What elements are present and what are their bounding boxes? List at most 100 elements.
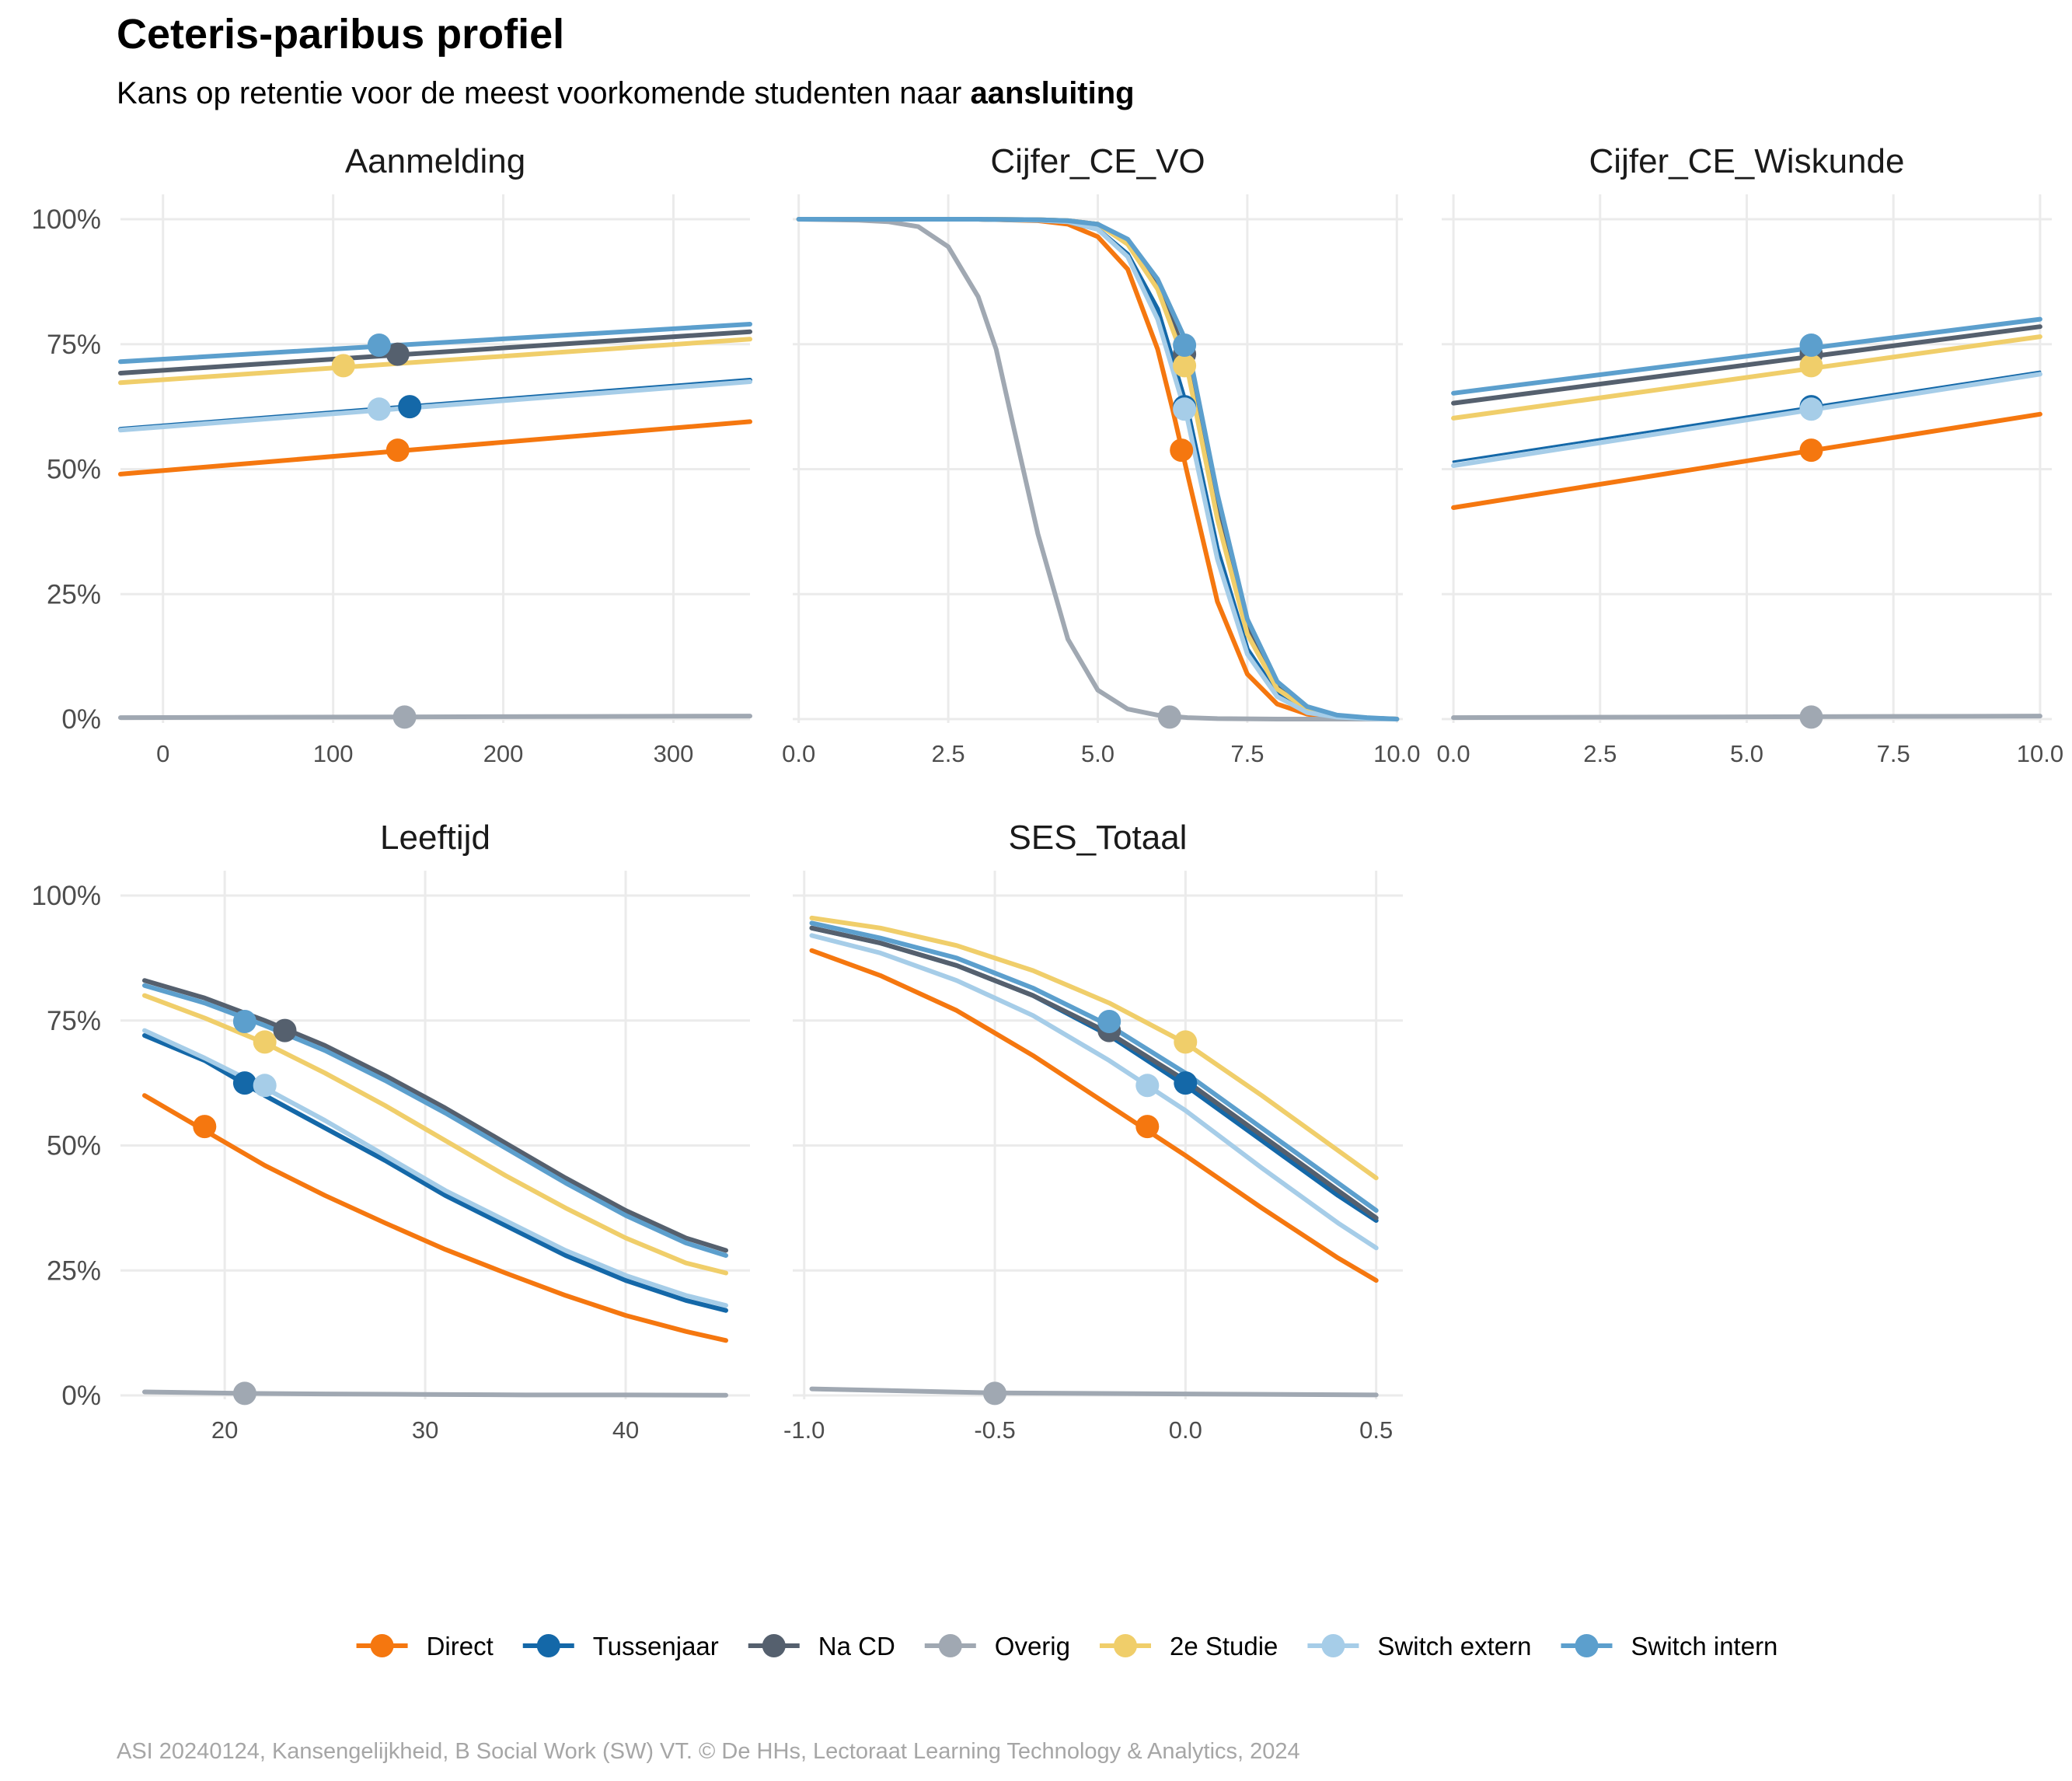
series-point-na-cd xyxy=(385,342,410,366)
series-point-tussenjaar xyxy=(398,395,422,419)
x-tick-label: 0 xyxy=(156,740,169,767)
series-point-switch-extern xyxy=(1799,397,1823,421)
y-tick-label: 75% xyxy=(47,330,101,360)
facet-title: Aanmelding xyxy=(345,142,525,180)
x-tick-label: 0.0 xyxy=(782,740,815,767)
series-line-direct xyxy=(118,419,752,477)
y-tick-label: 25% xyxy=(47,1255,101,1286)
series-line-switch-extern xyxy=(1451,372,2042,468)
x-tick-label: 0.0 xyxy=(1169,1416,1202,1444)
legend-label: Direct xyxy=(427,1632,494,1661)
subtitle-bold: aansluiting xyxy=(970,76,1134,110)
series-point-2e-studie xyxy=(331,354,355,378)
x-tick-label: 200 xyxy=(483,740,524,767)
legend-item-direct: Direct xyxy=(356,1632,494,1661)
legend-key-point xyxy=(1113,1634,1137,1657)
x-tick-label: 0.0 xyxy=(1437,740,1470,767)
series-point-direct xyxy=(1799,438,1823,463)
x-tick-label: 0.5 xyxy=(1359,1416,1393,1444)
series-point-direct xyxy=(193,1115,217,1139)
legend-key-point xyxy=(1575,1634,1599,1657)
series-point-direct xyxy=(1135,1115,1160,1139)
y-tick-label: 100% xyxy=(31,204,101,235)
series-line-overig xyxy=(1451,714,2042,721)
x-tick-label: 20 xyxy=(211,1416,238,1444)
legend-label: 2e Studie xyxy=(1170,1632,1278,1661)
legend-item-tussenjaar: Tussenjaar xyxy=(522,1632,719,1661)
chart-subtitle: Kans op retentie voor de meest voorkomen… xyxy=(117,76,1135,110)
series-point-2e-studie xyxy=(1799,354,1823,378)
facet-panels: Aanmelding 0% 25% 50% 75% 100% 0 100 200 300 Cijfe… xyxy=(31,142,2063,1444)
y-tick-label: 50% xyxy=(47,1131,101,1161)
series-point-na-cd xyxy=(273,1018,297,1042)
series-point-switch-extern xyxy=(1135,1074,1160,1098)
series-point-2e-studie xyxy=(1174,1030,1198,1054)
series-point-switch-extern xyxy=(1173,397,1197,421)
series-point-switch-intern xyxy=(232,1010,256,1033)
series-point-overig xyxy=(1799,705,1823,729)
series-line-direct xyxy=(1451,411,2042,510)
series-line-2e-studie xyxy=(118,337,752,386)
series-point-overig xyxy=(1157,705,1181,729)
x-tick-label: 40 xyxy=(612,1416,639,1444)
series-line-tussenjaar xyxy=(1452,370,2042,463)
series-point-switch-intern xyxy=(367,334,391,357)
legend-item-switch-intern: Switch intern xyxy=(1561,1632,1778,1661)
x-tick-label: 5.0 xyxy=(1730,740,1763,767)
series-point-overig xyxy=(392,705,417,729)
series-line-overig xyxy=(796,217,1400,721)
y-tick-label: 25% xyxy=(47,579,101,609)
legend-label: Na CD xyxy=(818,1632,895,1661)
facet-title: Leeftijd xyxy=(380,819,490,857)
series-line-2e-studie xyxy=(1451,334,2042,421)
x-tick-label: 7.5 xyxy=(1230,740,1264,767)
series-point-2e-studie xyxy=(253,1030,277,1054)
panel-aanmelding: Aanmelding 0% 25% 50% 75% 100% 0 100 200 300 xyxy=(31,142,752,767)
series-line-direct xyxy=(809,948,1379,1283)
x-tick-label: 100 xyxy=(313,740,354,767)
y-tick-label: 0% xyxy=(61,704,101,735)
y-tick-label: 75% xyxy=(47,1006,101,1036)
legend-key-point xyxy=(938,1634,962,1657)
x-tick-label: 10.0 xyxy=(2017,740,2063,767)
legend: Direct Tussenjaar Na CD Overig 2e Studie Swit… xyxy=(356,1632,1778,1661)
legend-item-na-cd: Na CD xyxy=(748,1632,895,1661)
series-line-na-cd xyxy=(118,329,752,375)
series-line-switch-intern xyxy=(1451,316,2042,396)
x-tick-label: 30 xyxy=(412,1416,438,1444)
series-line-2e-studie xyxy=(142,993,728,1276)
facet-title: Cijfer_CE_Wiskunde xyxy=(1589,142,1905,180)
series-point-switch-extern xyxy=(367,397,391,421)
facet-title: Cijfer_CE_VO xyxy=(990,142,1205,180)
facet-title: SES_Totaal xyxy=(1009,819,1188,857)
panel-cijfer-ce-vo: Cijfer_CE_VO 0.0 2.5 5.0 7.5 10.0 xyxy=(782,142,1420,767)
series-line-switch-intern xyxy=(796,217,1400,721)
x-tick-label: 2.5 xyxy=(1583,740,1617,767)
series-line-switch-extern xyxy=(142,1028,728,1308)
series-line-switch-extern xyxy=(118,379,752,433)
series-line-overig xyxy=(142,1389,728,1398)
y-tick-label: 100% xyxy=(31,881,101,911)
legend-label: Switch intern xyxy=(1631,1632,1778,1661)
legend-key-point xyxy=(762,1634,786,1657)
series-point-switch-intern xyxy=(1799,334,1823,357)
series-point-tussenjaar xyxy=(1174,1071,1198,1095)
x-tick-label: 10.0 xyxy=(1373,740,1420,767)
x-tick-label: 7.5 xyxy=(1877,740,1910,767)
series-point-switch-extern xyxy=(253,1074,277,1098)
panel-ses-totaal: SES_Totaal -1.0 -0.5 0.0 0.5 xyxy=(783,819,1403,1444)
series-point-switch-intern xyxy=(1173,334,1197,357)
series-point-direct xyxy=(1170,438,1194,463)
x-tick-label: 5.0 xyxy=(1081,740,1114,767)
legend-label: Overig xyxy=(995,1632,1070,1661)
chart-caption: ASI 20240124, Kansengelijkheid, B Social… xyxy=(117,1739,1300,1764)
x-tick-label: -1.0 xyxy=(783,1416,825,1444)
series-point-overig xyxy=(983,1381,1006,1406)
subtitle-prefix: Kans op retentie voor de meest voorkomen… xyxy=(117,76,970,110)
legend-key-point xyxy=(1321,1634,1345,1657)
series-line-switch-intern xyxy=(118,322,752,365)
series-line-overig xyxy=(118,714,752,721)
legend-label: Switch extern xyxy=(1377,1632,1531,1661)
series-line-na-cd xyxy=(809,925,1379,1221)
